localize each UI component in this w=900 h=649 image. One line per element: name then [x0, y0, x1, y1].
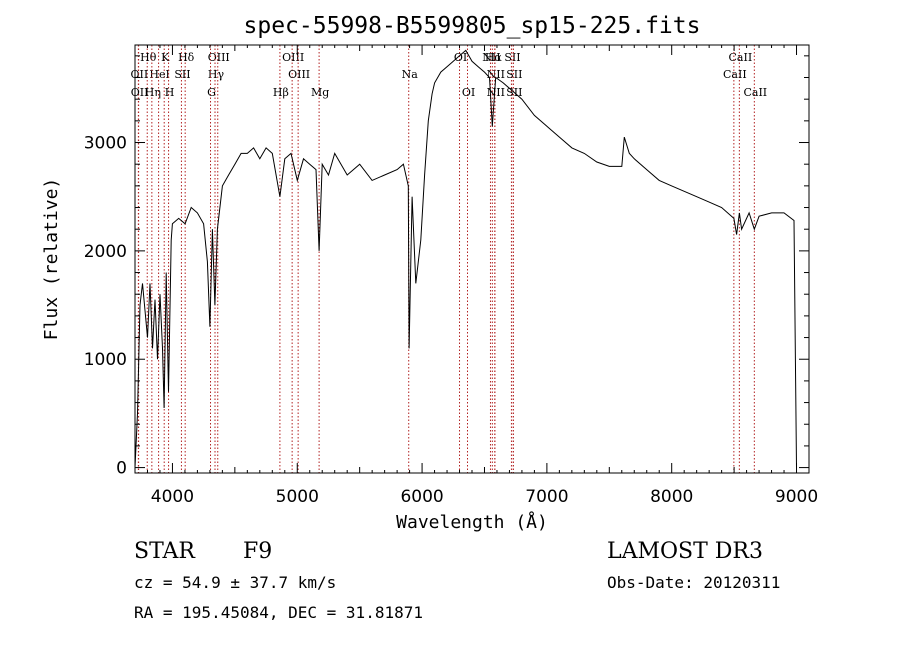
line-marker-label: OI — [462, 86, 475, 99]
line-marker-label: Hδ — [178, 51, 195, 64]
object-class: STAR — [134, 539, 195, 564]
x-axis: 4000 5000 6000 7000 8000 9000 — [134, 45, 818, 507]
line-marker-label: Mg — [311, 86, 329, 99]
x-tick-label: 4000 — [151, 487, 194, 507]
line-marker-label: Hγ — [208, 68, 225, 81]
y-tick-label: 1000 — [84, 350, 127, 370]
line-marker-label: CaII — [723, 68, 747, 81]
line-marker-label: G — [207, 86, 216, 99]
line-marker-label: CaII — [729, 51, 753, 64]
x-tick-label: 8000 — [650, 487, 693, 507]
line-marker-label: SII — [506, 68, 522, 81]
line-marker-label: Hη — [145, 86, 161, 99]
line-marker-label: SII — [174, 68, 190, 81]
line-marker-label: H — [165, 86, 175, 99]
line-marker-label: OIII — [208, 51, 230, 64]
line-marker-label: NII — [487, 86, 505, 99]
line-marker-label: NII — [487, 68, 505, 81]
line-marker-label: OI — [454, 51, 467, 64]
flux-series-line — [134, 49, 797, 468]
redshift-info: cz = 54.9 ± 37.7 km/s — [134, 573, 337, 592]
x-tick-label: 6000 — [400, 487, 443, 507]
line-marker-label: CaII — [743, 86, 767, 99]
line-marker-label: Hα — [485, 51, 503, 64]
x-tick-label: 9000 — [775, 487, 818, 507]
line-marker-label: Hθ — [140, 51, 157, 64]
object-subclass: F9 — [243, 539, 273, 564]
line-marker-label: NII — [482, 51, 500, 64]
x-axis-label: Wavelength (Å) — [396, 511, 548, 533]
line-marker-label: Na — [402, 68, 419, 81]
coordinates: RA = 195.45084, DEC = 31.81871 — [134, 603, 423, 622]
y-tick-label: 0 — [116, 459, 127, 479]
y-axis-label: Flux (relative) — [41, 178, 62, 341]
y-tick-label: 3000 — [84, 134, 127, 154]
line-marker-label: OII — [131, 68, 149, 81]
line-marker-label: OIII — [288, 68, 310, 81]
line-marker-label: Hβ — [273, 86, 289, 99]
x-tick-label: 7000 — [525, 487, 568, 507]
line-marker-label: SII — [504, 51, 520, 64]
x-tick-label: 5000 — [276, 487, 319, 507]
line-marker-label: OIII — [282, 51, 304, 64]
observation-date: Obs-Date: 20120311 — [607, 573, 781, 592]
chart-title: spec-55998-B5599805_sp15-225.fits — [244, 13, 701, 39]
plot-frame — [134, 44, 810, 474]
line-marker-label: HeI — [149, 68, 169, 81]
line-marker-label: K — [161, 51, 170, 64]
y-axis: 0 1000 2000 3000 — [84, 55, 809, 479]
survey-name: LAMOST DR3 — [607, 539, 763, 564]
y-tick-label: 2000 — [84, 242, 127, 262]
